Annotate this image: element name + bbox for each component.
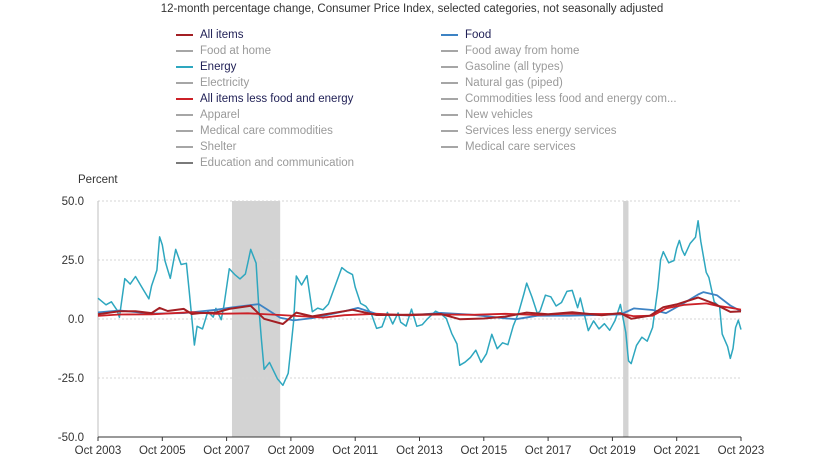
legend-item-medical-care-services[interactable]: Medical care services	[441, 139, 576, 155]
legend-swatch	[441, 130, 458, 132]
legend-item-new-vehicles[interactable]: New vehicles	[441, 107, 533, 123]
legend-item-apparel[interactable]: Apparel	[176, 107, 240, 123]
legend-label: Food at home	[200, 45, 271, 57]
legend-item-shelter[interactable]: Shelter	[176, 139, 236, 155]
legend-item-all-items[interactable]: All items	[176, 27, 243, 43]
legend-label: Commodities less food and energy com...	[465, 93, 677, 105]
legend-label: Electricity	[200, 77, 250, 89]
legend-label: Apparel	[200, 109, 240, 121]
legend-swatch	[176, 130, 193, 132]
x-tick-label: Oct 2019	[589, 445, 636, 457]
legend-label: Food away from home	[465, 45, 580, 57]
x-tick-label: Oct 2003	[75, 445, 122, 457]
legend-label: Food	[465, 29, 492, 41]
recession-band	[623, 201, 629, 437]
legend-label: New vehicles	[465, 109, 533, 121]
x-tick-label: Oct 2005	[139, 445, 186, 457]
legend-swatch	[176, 50, 193, 52]
legend-swatch	[176, 82, 193, 84]
legend-label: All items less food and energy	[200, 93, 354, 105]
legend-swatch	[176, 66, 193, 68]
y-axis-title: Percent	[78, 174, 118, 186]
legend-label: Services less energy services	[465, 125, 617, 137]
legend-item-natural-gas[interactable]: Natural gas (piped)	[441, 75, 563, 91]
legend-item-medical-care-commodities[interactable]: Medical care commodities	[176, 123, 333, 139]
legend-item-energy[interactable]: Energy	[176, 59, 236, 75]
legend-item-food-at-home[interactable]: Food at home	[176, 43, 271, 59]
legend-label: Medical care services	[465, 141, 576, 153]
series-line-energy	[97, 220, 742, 387]
y-tick-label: 50.0	[62, 196, 84, 208]
series-line-all-items-less-food-and-energy	[97, 302, 742, 319]
legend-item-commodities[interactable]: Commodities less food and energy com...	[441, 91, 677, 107]
x-tick-label: Oct 2023	[718, 445, 765, 457]
x-tick-label: Oct 2015	[460, 445, 507, 457]
legend-swatch	[441, 34, 458, 36]
legend-item-services[interactable]: Services less energy services	[441, 123, 616, 139]
legend-swatch	[441, 114, 458, 116]
chart-title: 12-month percentage change, Consumer Pri…	[160, 3, 664, 15]
x-tick-label: Oct 2011	[332, 445, 378, 457]
legend-item-core[interactable]: All items less food and energy	[176, 91, 353, 107]
legend-label: Natural gas (piped)	[465, 77, 563, 89]
x-tick-label: Oct 2017	[525, 445, 572, 457]
legend-label: Gasoline (all types)	[465, 61, 564, 73]
legend-swatch	[176, 114, 193, 116]
legend-swatch	[441, 98, 458, 100]
series-line-all-items	[97, 296, 742, 325]
legend-swatch	[176, 162, 193, 164]
legend-item-gasoline[interactable]: Gasoline (all types)	[441, 59, 563, 75]
legend-swatch	[441, 82, 458, 84]
y-tick-label: 25.0	[62, 255, 84, 267]
legend-swatch	[441, 146, 458, 148]
y-tick-label: -25.0	[58, 373, 84, 385]
y-tick-label: -50.0	[58, 432, 84, 444]
legend-swatch	[441, 50, 458, 52]
legend-item-food[interactable]: Food	[441, 27, 491, 43]
legend-label: Education and communication	[200, 157, 355, 169]
legend-label: Medical care commodities	[200, 125, 333, 137]
x-tick-label: Oct 2009	[268, 445, 315, 457]
legend-swatch	[176, 34, 193, 36]
x-tick-label: Oct 2007	[203, 445, 250, 457]
legend-item-education[interactable]: Education and communication	[176, 155, 354, 171]
legend-swatch	[441, 66, 458, 68]
legend-label: Shelter	[200, 141, 237, 153]
legend-swatch	[176, 98, 193, 100]
x-tick-label: Oct 2021	[653, 445, 700, 457]
legend-swatch	[176, 146, 193, 148]
x-tick-label: Oct 2013	[396, 445, 443, 457]
legend-item-electricity[interactable]: Electricity	[176, 75, 249, 91]
y-tick-label: 0.0	[68, 314, 84, 326]
legend-label: Energy	[200, 61, 237, 73]
legend-item-food-away-from-home[interactable]: Food away from home	[441, 43, 579, 59]
legend-label: All items	[200, 29, 244, 41]
